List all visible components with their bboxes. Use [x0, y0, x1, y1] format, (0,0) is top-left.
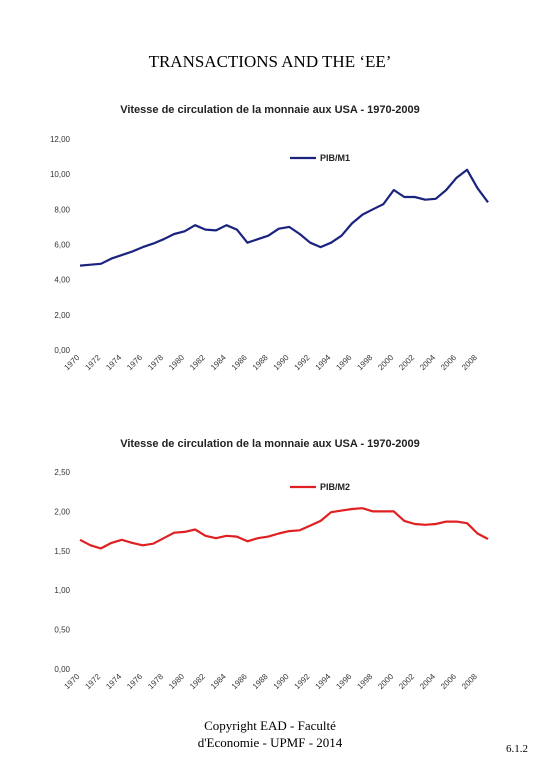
y-tick-label: 0,00	[54, 346, 70, 355]
x-tick-label: 1976	[125, 353, 144, 372]
y-tick-label: 1,00	[54, 586, 70, 595]
page-number: 6.1.2	[506, 743, 528, 755]
chart-title-m2: Vitesse de circulation de la monnaie aux…	[120, 438, 420, 450]
legend-label: PIB/M2	[320, 482, 350, 492]
x-tick-label: 1972	[83, 353, 102, 372]
x-tick-label: 1988	[251, 353, 270, 372]
x-tick-label: 1982	[188, 353, 207, 372]
copyright-footer: Copyright EAD - Faculté d'Economie - UPM…	[150, 717, 390, 751]
x-tick-label: 1992	[293, 353, 312, 372]
y-tick-label: 8,00	[54, 205, 70, 214]
x-tick-label: 1980	[167, 672, 186, 691]
x-tick-label: 1974	[104, 353, 123, 372]
series-line-pib-m1	[79, 168, 489, 267]
x-tick-label: 2002	[397, 353, 416, 372]
x-tick-label: 2008	[460, 353, 479, 372]
legend-label: PIB/M1	[320, 153, 350, 163]
x-tick-label: 1984	[209, 672, 228, 691]
y-tick-label: 0,50	[54, 626, 70, 635]
x-tick-label: 2004	[418, 672, 437, 691]
y-tick-label: 6,00	[54, 241, 70, 250]
x-tick-label: 2004	[418, 353, 437, 372]
x-tick-label: 1996	[334, 353, 353, 372]
y-tick-label: 2,50	[54, 468, 70, 477]
y-tick-label: 4,00	[54, 276, 70, 285]
x-tick-label: 1988	[251, 672, 270, 691]
x-tick-label: 1976	[125, 672, 144, 691]
x-tick-label: 1994	[314, 672, 333, 691]
x-tick-label: 1990	[272, 353, 291, 372]
page-title: TRANSACTIONS AND THE ‘EE’	[148, 52, 392, 71]
x-tick-label: 1996	[334, 672, 353, 691]
x-tick-label: 2006	[439, 353, 458, 372]
x-tick-label: 1972	[83, 672, 102, 691]
x-tick-label: 1974	[104, 672, 123, 691]
chart-pib-m2: 0,00 0,50 1,00 1,50 2,00 2,50 1970 1972 1974 1976…	[54, 468, 489, 691]
y-tick-label: 0,00	[54, 665, 70, 674]
x-tick-label: 1998	[355, 672, 374, 691]
chart-title-m1: Vitesse de circulation de la monnaie aux…	[120, 104, 420, 116]
x-tick-label: 1980	[167, 353, 186, 372]
x-tick-label: 1990	[272, 672, 291, 691]
x-tick-label: 1970	[62, 672, 81, 691]
y-tick-label: 12,00	[50, 135, 71, 144]
y-tick-label: 2,00	[54, 507, 70, 516]
y-tick-label: 2,00	[54, 311, 70, 320]
y-tick-label: 1,50	[54, 547, 70, 556]
x-tick-label: 1984	[209, 353, 228, 372]
x-tick-label: 1986	[230, 353, 249, 372]
x-tick-label: 2000	[376, 672, 395, 691]
x-tick-label: 2008	[460, 672, 479, 691]
series-line-pib-m2	[79, 507, 489, 550]
y-tick-label: 10,00	[50, 170, 71, 179]
x-tick-label: 2000	[376, 353, 395, 372]
x-tick-label: 1978	[146, 672, 165, 691]
x-tick-label: 1998	[355, 353, 374, 372]
footer-line-1: Copyright EAD - Faculté	[204, 718, 336, 733]
x-tick-label: 1986	[230, 672, 249, 691]
x-tick-label: 1994	[314, 353, 333, 372]
x-tick-label: 2002	[397, 672, 416, 691]
x-tick-label: 1992	[293, 672, 312, 691]
x-tick-label: 1970	[62, 353, 81, 372]
x-tick-label: 2006	[439, 672, 458, 691]
x-tick-label: 1978	[146, 353, 165, 372]
footer-line-2: d'Economie - UPMF - 2014	[197, 735, 343, 750]
x-tick-label: 1982	[188, 672, 207, 691]
